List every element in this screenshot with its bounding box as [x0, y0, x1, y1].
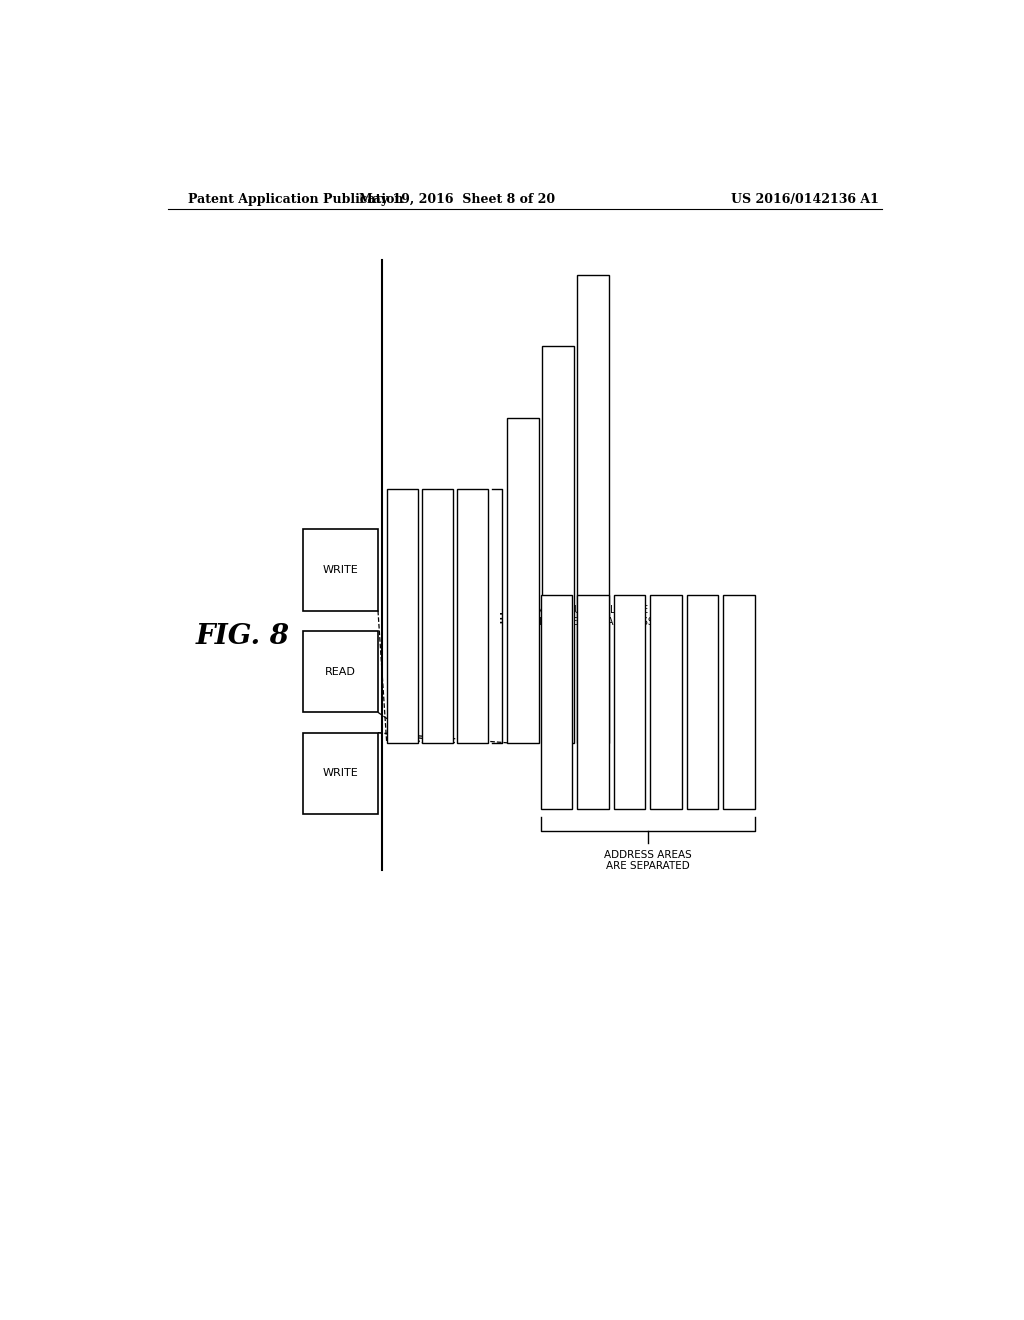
Text: READ: READ — [325, 667, 355, 677]
Text: AREA B1: AREA B1 — [662, 682, 671, 722]
Bar — [303, 529, 378, 611]
Text: (WRITING INTO
AREA C1) DATA 2: (WRITING INTO AREA C1) DATA 2 — [584, 473, 603, 545]
Text: Patent Application Publication: Patent Application Publication — [187, 193, 403, 206]
Bar — [541, 595, 572, 809]
Bar — [613, 595, 645, 809]
Text: (WRITING INTO
AREA B1) DATA 2: (WRITING INTO AREA B1) DATA 2 — [549, 508, 568, 581]
Text: AREA C0: AREA C0 — [698, 682, 707, 722]
Bar — [578, 595, 609, 809]
Text: US 2016/0142136 A1: US 2016/0142136 A1 — [731, 193, 879, 206]
Text: WRITE: WRITE — [323, 565, 358, 576]
Text: WRITE: WRITE — [323, 768, 358, 779]
Bar — [422, 488, 454, 743]
Bar — [723, 595, 755, 809]
Bar — [507, 417, 539, 743]
Text: (WRITING INTO
AREA A0) DATA 1: (WRITING INTO AREA A0) DATA 1 — [393, 579, 413, 652]
Text: AREA A0: AREA A0 — [552, 682, 561, 722]
Bar — [457, 488, 488, 743]
Bar — [303, 631, 378, 713]
Text: AREA A1: AREA A1 — [589, 682, 598, 722]
Text: WRITING SEQUENTIALLY THE SAME
DATA IN DIFFERENT ADDRESSES: WRITING SEQUENTIALLY THE SAME DATA IN DI… — [508, 605, 679, 627]
Text: May 19, 2016  Sheet 8 of 20: May 19, 2016 Sheet 8 of 20 — [359, 193, 555, 206]
Bar — [578, 276, 609, 743]
Bar — [303, 733, 378, 814]
Text: AREA C1: AREA C1 — [734, 682, 743, 722]
Text: AREA B0: AREA B0 — [625, 682, 634, 722]
Bar — [650, 595, 682, 809]
Text: (WRITING INTO
AREA A1) DATA 2: (WRITING INTO AREA A1) DATA 2 — [513, 544, 532, 616]
Text: (WRITING INTO
AREA B0) DATA 1: (WRITING INTO AREA B0) DATA 1 — [428, 579, 447, 652]
Bar — [387, 488, 419, 743]
Bar — [543, 346, 574, 743]
Text: ...: ... — [489, 609, 505, 623]
Text: (WRITING INTO
AREA C0) DATA 1: (WRITING INTO AREA C0) DATA 1 — [463, 579, 482, 652]
Text: ADDRESS AREAS
ARE SEPARATED: ADDRESS AREAS ARE SEPARATED — [604, 850, 691, 871]
Bar — [687, 595, 719, 809]
Text: FIG. 8: FIG. 8 — [196, 623, 290, 649]
